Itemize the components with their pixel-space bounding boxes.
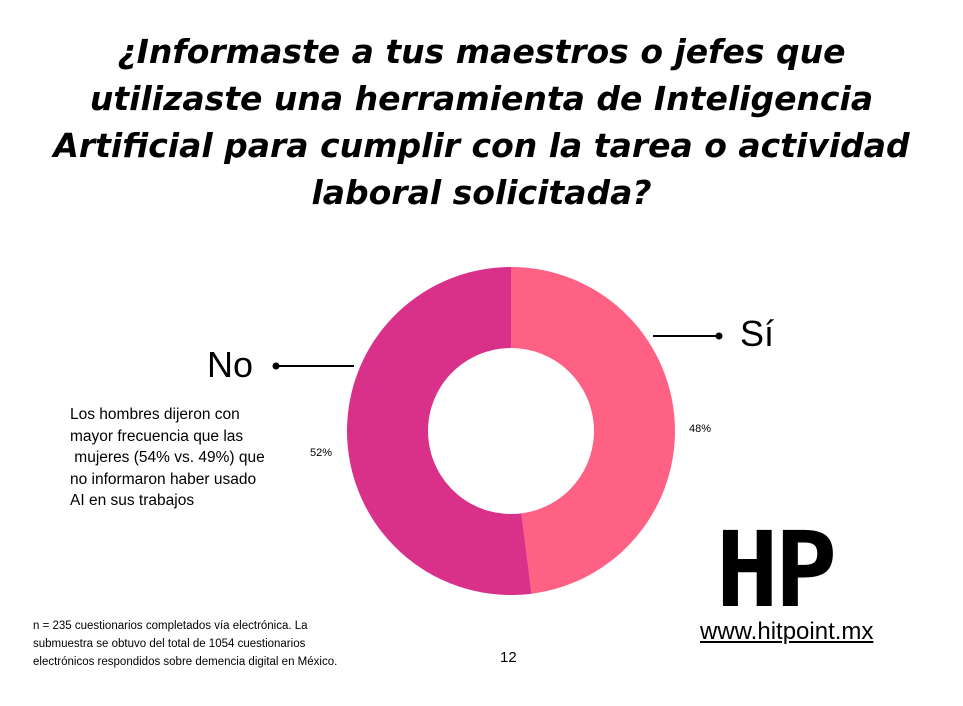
annotation-note: Los hombres dijeron con mayor frecuencia… [70,404,310,512]
slices [346,267,675,595]
callout-dot-si [715,332,723,340]
callout-dot-no [272,362,280,370]
slice-value-label-si: 48% [689,423,711,435]
footnote-line: electrónicos respondidos sobre demencia … [33,656,338,668]
title-line: Artificial para cumplir con la tarea o a… [53,126,910,165]
note-line: mayor frecuencia que las [70,427,244,445]
note-line: AI en sus trabajos [70,492,195,509]
slice-no [346,267,532,595]
slice-value-label-no: 52% [310,447,332,459]
page-number: 12 [500,649,517,666]
note-line: mujeres (54% vs. 49%) que [70,449,265,466]
legend-label-si: Sí [740,313,775,354]
hp-logo: HP [716,509,837,631]
title-line: laboral solicitada? [311,173,652,212]
callout-si [653,332,723,340]
page-title: ¿Informaste a tus maestros o jefes que u… [40,28,923,216]
note-line: no informaron haber usado [70,470,257,488]
title-line: utilizaste una herramienta de Inteligenc… [89,79,874,118]
legend-label-no: No [207,344,254,385]
footnote-line: submuestra se obtuvo del total de 1054 c… [33,638,306,650]
slice-si [511,267,675,594]
website-link[interactable]: www.hitpoint.mx [700,618,874,645]
callout-no [272,362,354,370]
footnote-line: n = 235 cuestionarios completados vía el… [33,620,308,632]
note-line: Los hombres dijeron con [70,406,240,423]
footnote: n = 235 cuestionarios completados vía el… [33,617,413,671]
title-line: ¿Informaste a tus maestros o jefes que [117,32,846,71]
